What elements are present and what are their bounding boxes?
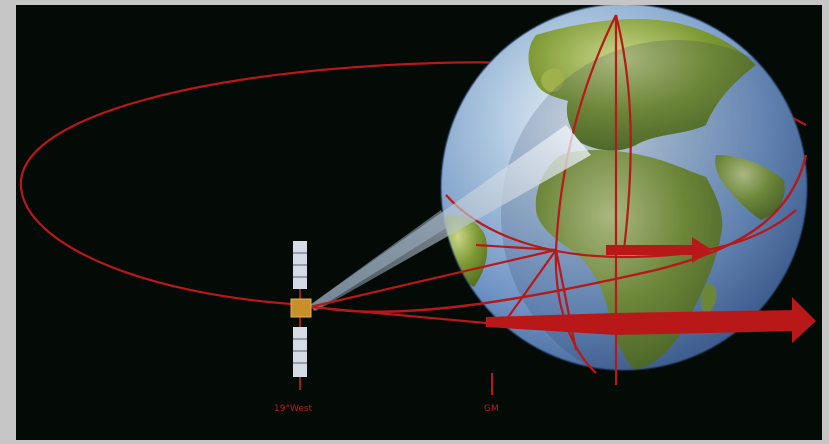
satellite xyxy=(290,241,312,390)
satellite-longitude-label: 19°West xyxy=(274,404,313,414)
diagram-canvas: 19°West GM xyxy=(19,5,816,414)
europe-landmass xyxy=(528,18,756,151)
arrow-lower xyxy=(486,297,816,343)
satellite-beam-lower xyxy=(310,210,448,311)
solar-panel-lower xyxy=(293,327,307,377)
satellite-body xyxy=(290,298,312,318)
arabia-landmass xyxy=(715,155,785,220)
orbit-ellipse-front xyxy=(305,154,808,313)
satellite-orbit-diagram: 19°West GM xyxy=(16,5,822,440)
madagascar xyxy=(700,283,717,313)
satellite-lines xyxy=(309,248,557,325)
earth-globe xyxy=(440,5,808,371)
arrow-upper xyxy=(606,237,712,263)
british-isles xyxy=(541,68,565,93)
meridian-label: GM xyxy=(484,404,499,414)
solar-panel-upper xyxy=(293,241,307,289)
globe-meridians xyxy=(445,14,797,385)
